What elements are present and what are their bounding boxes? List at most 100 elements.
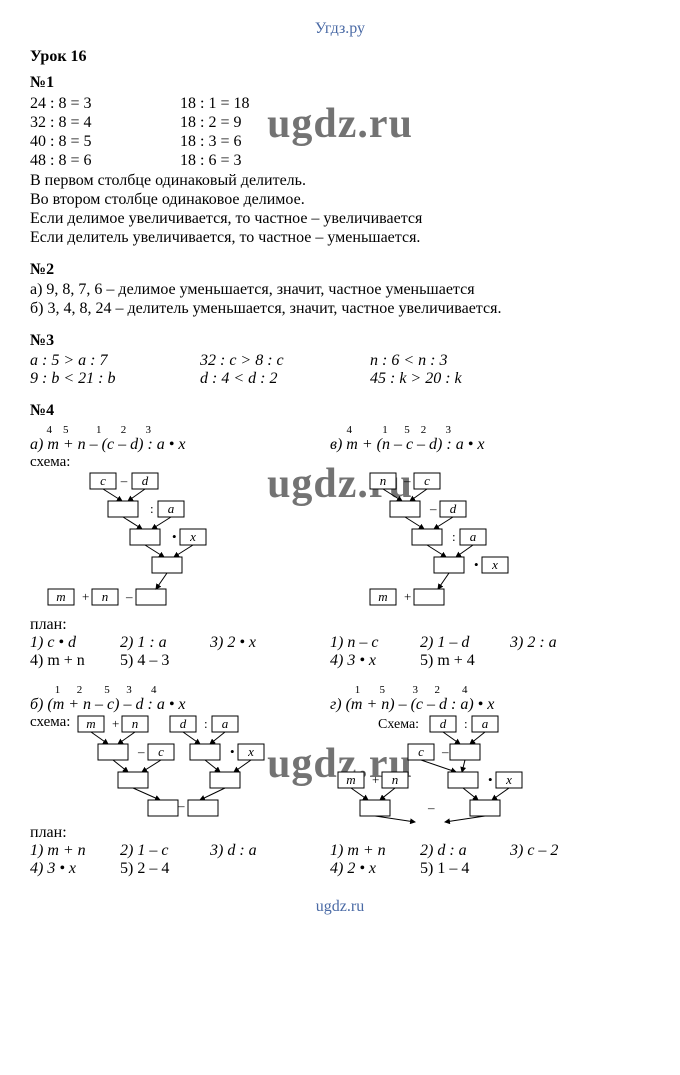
p4g-block: 1 5 3 2 4 г) (m + n) – (c – d : a) • x С… [330,684,630,878]
p1-num: №1 [30,74,650,92]
p4g-plan-spacer [330,824,630,842]
p3-r1c2: 45 : k > 20 : k [370,370,540,388]
p3-r1c0: 9 : b < 21 : b [30,370,200,388]
p4v-plan-r0: 1) n – c 2) 1 – d 3) 2 : a [330,634,630,652]
lesson-title: Урок 16 [30,48,650,66]
p4a-sup: 4 5 1 2 3 [30,424,330,436]
p4b-sup: 1 2 5 3 4 [30,684,330,696]
p2-num: №2 [30,261,650,279]
svg-text:n: n [392,772,399,787]
svg-text:x: x [189,529,196,544]
svg-text:m: m [378,589,387,604]
p4a-diagram: c – d : a • x [30,471,230,616]
svg-text::: : [452,529,456,544]
svg-text:–: – [429,501,437,516]
p4v-plan-spacer [330,616,630,634]
svg-text:x: x [491,557,498,572]
svg-text::: : [150,501,154,516]
p1-columns: 24 : 8 = 3 32 : 8 = 4 40 : 8 = 5 48 : 8 … [30,94,650,171]
p1-c2-1: 18 : 2 = 9 [180,114,430,132]
p4a-block: 4 5 1 2 3 а) m + n – (c – d) : a • x схе… [30,424,330,670]
svg-text:+: + [82,589,89,604]
p4v-diagram: n – c – d : a • x [330,471,550,616]
p4g-expr: г) (m + n) – (c – d : a) • x [330,696,630,714]
p3-row0: a : 5 > a : 7 32 : c > 8 : c n : 6 < n :… [30,352,650,370]
p1-note-1: Во втором столбце одинаковое делимое. [30,191,650,209]
site-header: Угдз.ру [30,20,650,38]
svg-text:a: a [482,716,489,731]
svg-text:x: x [248,744,255,759]
svg-text:•: • [172,529,177,544]
p4b-schema-label: схема: [30,714,70,731]
svg-text:–: – [441,744,449,759]
p4g-plan-r0: 1) m + n 2) d : a 3) c – 2 [330,842,630,860]
p3-r0c0: a : 5 > a : 7 [30,352,200,370]
p1-c1-1: 32 : 8 = 4 [30,114,180,132]
p3-r1c1: d : 4 < d : 2 [200,370,370,388]
p1-col1: 24 : 8 = 3 32 : 8 = 4 40 : 8 = 5 48 : 8 … [30,94,180,171]
svg-text:a: a [168,501,175,516]
p4g-plan-r1: 4) 2 • x 5) 1 – 4 [330,860,630,878]
p4b-diagram: m + n d : a – c • [70,714,300,824]
svg-text:c: c [100,473,106,488]
svg-text:m: m [56,589,65,604]
svg-text::: : [204,716,208,731]
svg-text:a: a [470,529,477,544]
svg-text:–: – [427,800,435,815]
svg-text:x: x [505,772,512,787]
svg-text:n: n [380,473,387,488]
p1-c2-2: 18 : 3 = 6 [180,133,430,151]
p4v-sup: 4 1 5 2 3 [330,424,630,436]
p4v-expr: в) m + (n – c – d) : a • x [330,436,630,454]
svg-text:+: + [112,716,119,731]
svg-text:n: n [132,716,139,731]
svg-text:m: m [346,772,355,787]
p1-note-2: Если делимое увеличивается, то частное –… [30,210,650,228]
p4g-sup: 1 5 3 2 4 [330,684,630,696]
svg-text:d: d [180,716,187,731]
svg-text:–: – [125,589,133,604]
site-footer: ugdz.ru [30,898,650,916]
p1-c2-0: 18 : 1 = 18 [180,95,430,113]
p2-a: а) 9, 8, 7, 6 – делимое уменьшается, зна… [30,281,650,299]
p4b-plan-r1: 4) 3 • x 5) 2 – 4 [30,860,330,878]
svg-text:a: a [222,716,229,731]
p4g-schema-label: Схема: [378,717,419,732]
p3-r0c2: n : 6 < n : 3 [370,352,540,370]
p4a-plan-label: план: [30,616,330,634]
p4-num: №4 [30,402,650,420]
svg-text:m: m [87,716,96,731]
p4v-plan-r1: 4) 3 • x 5) m + 4 [330,652,630,670]
p4v-schema-spacer [330,454,630,471]
svg-text:c: c [159,744,165,759]
svg-text:c: c [424,473,430,488]
p3-num: №3 [30,332,650,350]
p3-row1: 9 : b < 21 : b d : 4 < d : 2 45 : k > 20… [30,370,650,388]
svg-text:d: d [440,716,447,731]
p4b-expr: б) (m + n – c) – d : a • x [30,696,330,714]
p1-col2: 18 : 1 = 18 18 : 2 = 9 18 : 3 = 6 18 : 6… [180,94,430,171]
p4a-expr: а) m + n – (c – d) : a • x [30,436,330,454]
p1-c1-0: 24 : 8 = 3 [30,95,180,113]
svg-text:–: – [137,744,145,759]
p3-r0c1: 32 : c > 8 : c [200,352,370,370]
p4a-plan-r0: 1) c • d 2) 1 : a 3) 2 • x [30,634,330,652]
svg-text:d: d [450,501,457,516]
p1-c2-3: 18 : 6 = 3 [180,152,430,170]
svg-text:+: + [404,589,411,604]
svg-text:–: – [120,473,128,488]
p1-c1-3: 48 : 8 = 6 [30,152,180,170]
p4-row-av: 4 5 1 2 3 а) m + n – (c – d) : a • x схе… [30,424,650,670]
svg-text::: : [464,716,468,731]
svg-text:c: c [418,744,424,759]
p2-b: б) 3, 4, 8, 24 – делитель уменьшается, з… [30,300,650,318]
p4b-plan-label: план: [30,824,330,842]
p4a-plan-r1: 4) m + n 5) 4 – 3 [30,652,330,670]
p1-note-0: В первом столбце одинаковый делитель. [30,172,650,190]
svg-text:•: • [488,772,493,787]
svg-text:d: d [142,473,149,488]
svg-text:•: • [230,744,235,759]
svg-text:•: • [474,557,479,572]
page: Угдз.ру ugdz.ru ugdz.ru ugdz.ru Урок 16 … [0,0,680,946]
p4-row-bg: 1 2 5 3 4 б) (m + n – c) – d : a • x схе… [30,684,650,878]
